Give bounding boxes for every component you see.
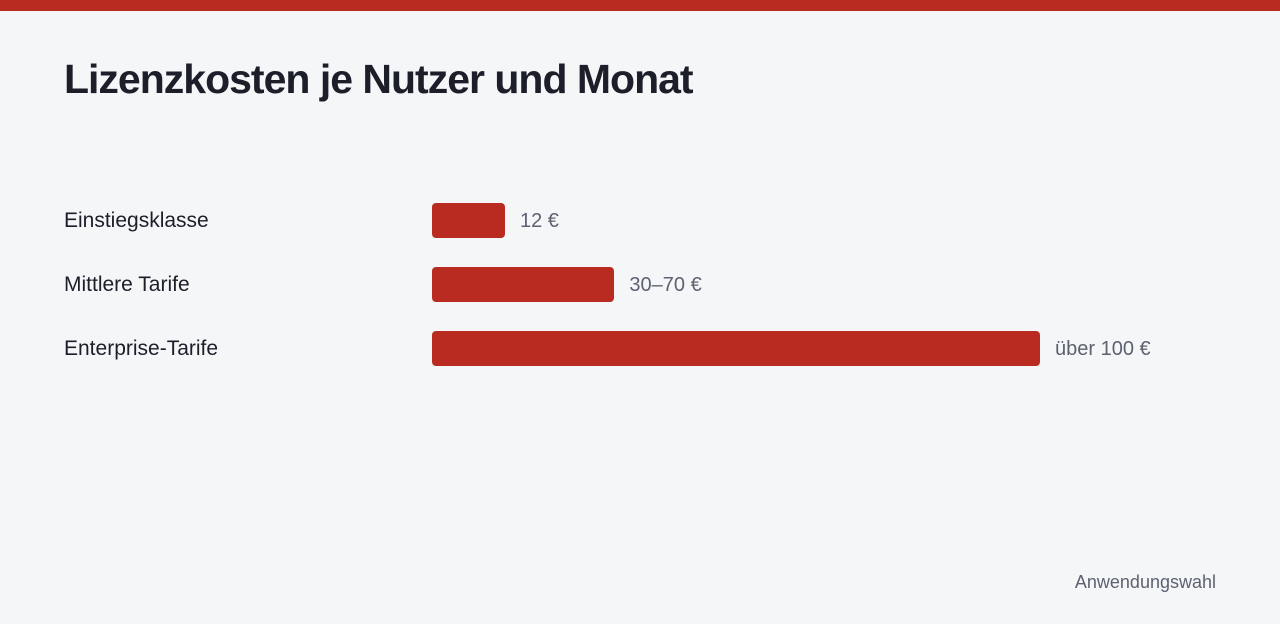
- bar: [432, 203, 505, 238]
- bar: [432, 267, 615, 302]
- value-label: 12 €: [519, 209, 559, 232]
- category-label: Enterprise-Tarife: [64, 336, 219, 360]
- value-label: über 100 €: [1055, 337, 1151, 360]
- value-label: 30–70 €: [629, 273, 702, 296]
- bar: [432, 331, 1040, 366]
- chart-title: Lizenzkosten je Nutzer und Monat: [64, 56, 694, 102]
- category-label: Mittlere Tarife: [64, 272, 190, 296]
- category-label: Einstiegsklasse: [64, 208, 209, 232]
- source-footer: Anwendungswahl: [1074, 572, 1216, 592]
- top-accent-bar: [0, 0, 1280, 11]
